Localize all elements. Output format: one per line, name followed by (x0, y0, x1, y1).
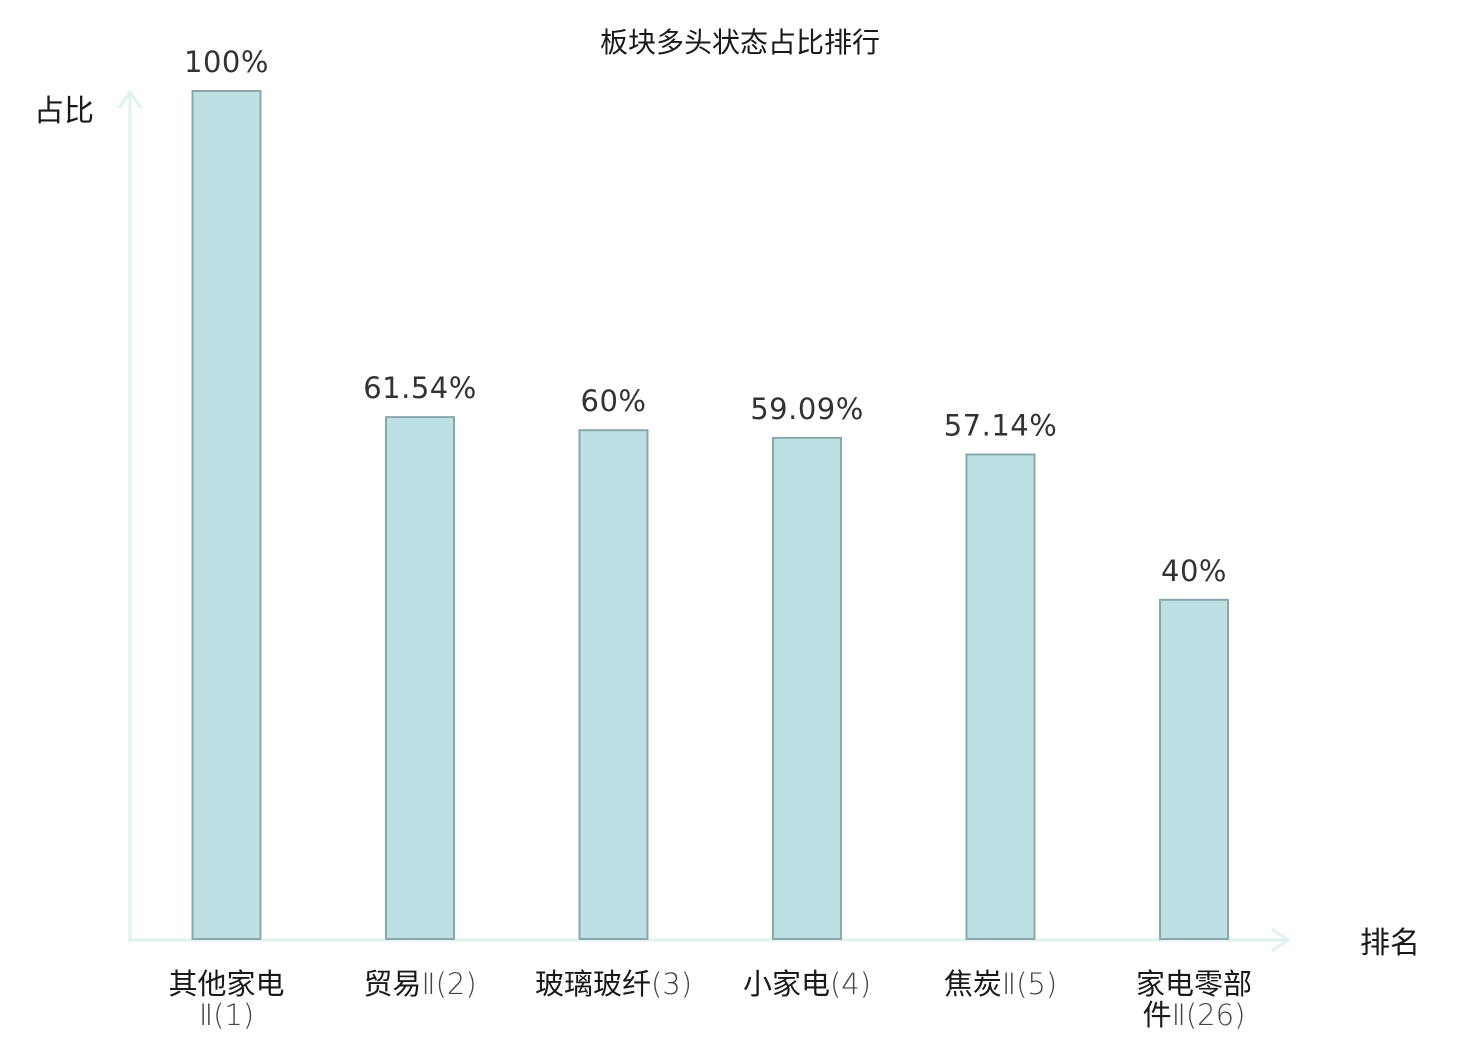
category-label-1-line1: 其他家电 (168, 967, 284, 1001)
bar-4 (772, 436, 842, 940)
bar-5 (965, 453, 1036, 940)
category-label-2-line1: 贸易Ⅱ(2) (363, 967, 476, 1001)
category-label-6-line2: 件Ⅱ(26) (1143, 998, 1246, 1032)
value-labels: 100% 61.54% 60% 59.09% 57.14% 40% (184, 45, 1227, 588)
axes (117, 89, 1291, 953)
category-label-5-line1: 焦炭Ⅱ(5) (944, 967, 1057, 1001)
y-axis-label: 占比 (34, 94, 94, 129)
value-label-3: 60% (581, 384, 647, 418)
category-label-1-line2: Ⅱ(1) (199, 998, 254, 1032)
y-axis-arrow (117, 89, 143, 109)
bars (191, 90, 1229, 941)
x-axis-label: 排名 (1360, 926, 1420, 961)
category-label-3-line1: 玻璃玻纤(3) (535, 967, 692, 1001)
chart-title: 板块多头状态占比排行 (600, 26, 880, 59)
bar-1 (191, 90, 262, 940)
category-label-4-line1: 小家电(4) (743, 967, 871, 1001)
bar-3 (578, 429, 649, 940)
category-label-6-line1: 家电零部 (1136, 967, 1252, 1001)
x-axis-arrow (1271, 927, 1291, 953)
value-label-4: 59.09% (750, 392, 864, 426)
value-label-2: 61.54% (363, 371, 477, 405)
value-label-5: 57.14% (944, 409, 1058, 443)
value-label-6: 40% (1161, 554, 1227, 588)
bar-6 (1159, 598, 1229, 940)
bar-2 (385, 416, 455, 941)
value-label-1: 100% (184, 45, 269, 79)
